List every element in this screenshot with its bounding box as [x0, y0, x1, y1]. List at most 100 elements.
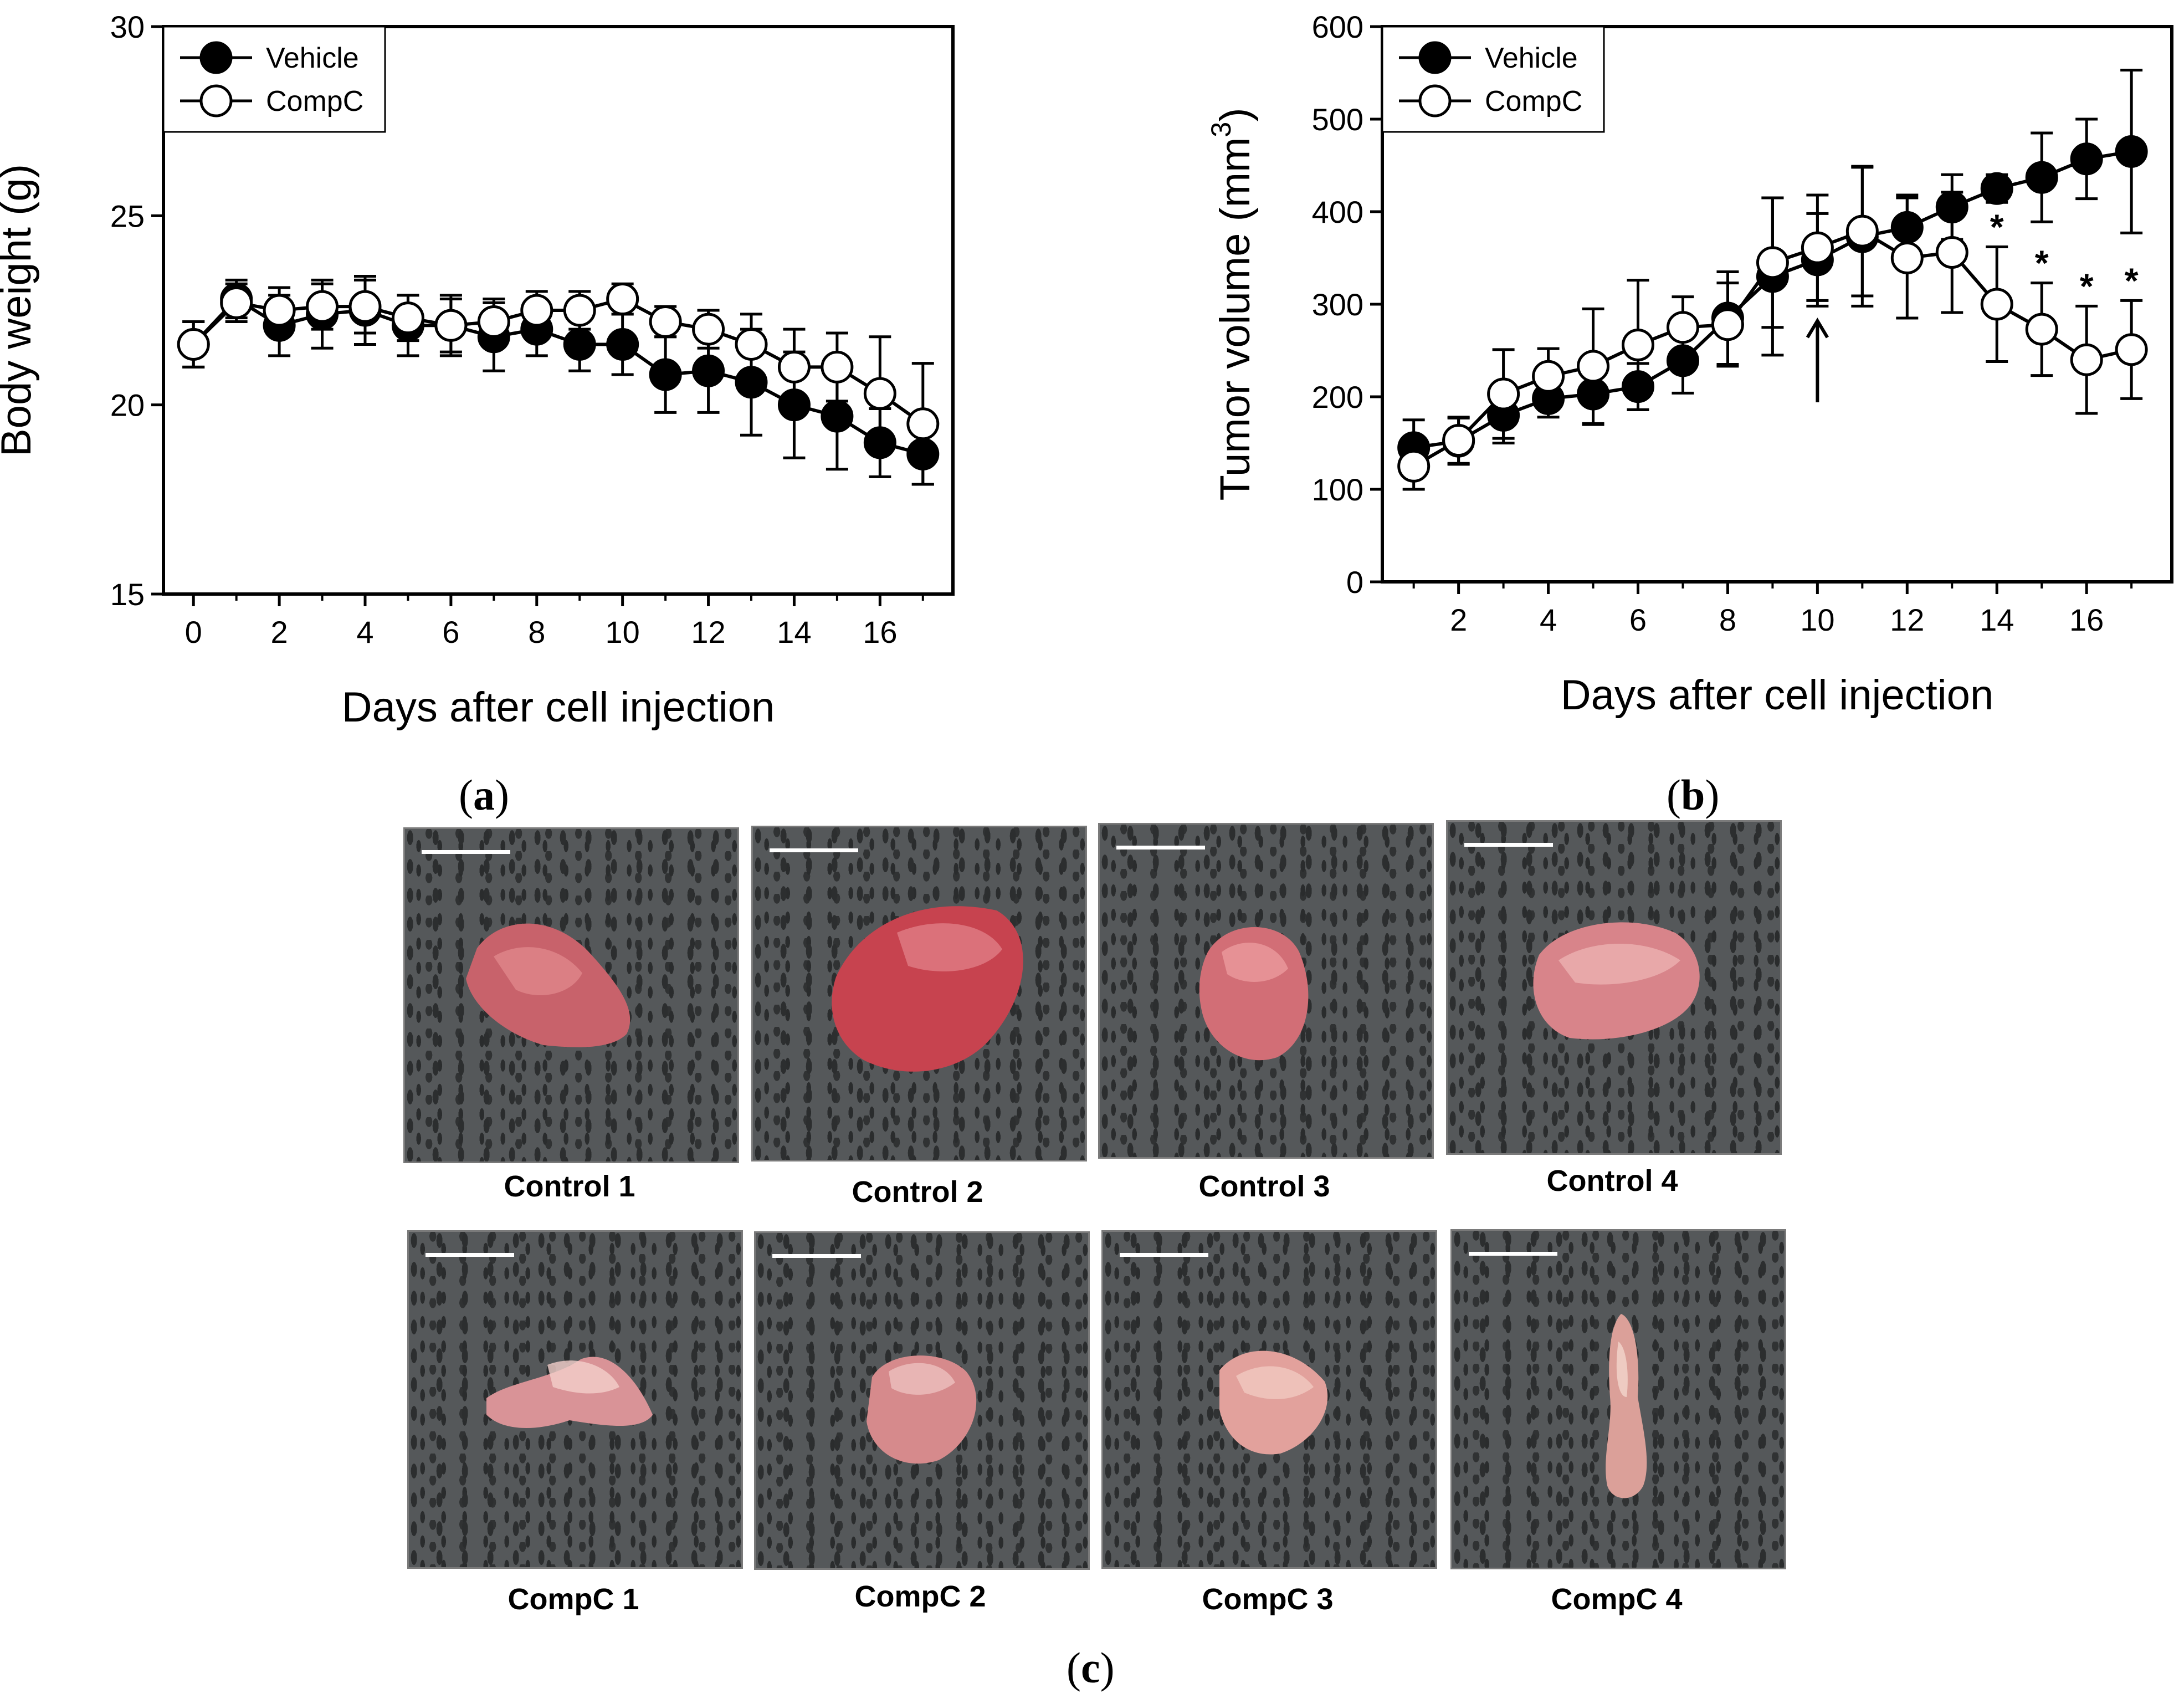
scale-bar: [1120, 1253, 1208, 1257]
data-point: [1622, 328, 1655, 361]
significance-asterisk: *: [2035, 243, 2049, 283]
data-point: [348, 290, 382, 323]
legend-box: [162, 25, 386, 133]
x-tick-label: 10: [606, 615, 640, 649]
tumor-photo-compc-3: [1101, 1230, 1437, 1569]
photo-caption-compc-2: CompC 2: [854, 1580, 986, 1613]
tumor-specimen: [1199, 927, 1309, 1061]
data-point: [391, 301, 424, 335]
data-point: [1845, 214, 1879, 248]
x-tick-label: 8: [528, 615, 545, 649]
data-point: [477, 305, 510, 338]
y-tick-label: 500: [1312, 102, 1363, 137]
data-point: [735, 328, 768, 361]
data-point: [1801, 231, 1834, 264]
data-point: [692, 354, 725, 387]
data-point: [2025, 161, 2058, 194]
photo-caption-compc-4: CompC 4: [1551, 1583, 1683, 1616]
legend-label: Vehicle: [266, 42, 359, 74]
data-point: [1980, 288, 2013, 321]
tumor-specimen: [867, 1355, 977, 1464]
tumor-photo-compc-4: [1450, 1229, 1786, 1569]
x-tick-label: 6: [1629, 602, 1647, 637]
data-point: [1711, 308, 1744, 341]
data-point: [306, 290, 339, 323]
data-point: [821, 400, 854, 433]
tumor-photo-compc-2: [754, 1231, 1090, 1570]
data-point: [606, 283, 639, 316]
data-point: [777, 350, 811, 383]
scale-bar: [422, 850, 510, 854]
legend-marker: [199, 84, 233, 117]
data-point: [563, 328, 596, 361]
tumor-specimen: [1533, 922, 1700, 1040]
significance-asterisk: *: [2125, 260, 2139, 300]
tumor-photo-control-4: [1446, 820, 1782, 1155]
data-point: [649, 358, 682, 391]
x-tick-label: 2: [1450, 602, 1467, 637]
x-tick-label: 4: [1540, 602, 1557, 637]
data-point: [906, 407, 940, 441]
data-point: [1577, 350, 1610, 383]
tumor-specimen: [486, 1357, 653, 1428]
plot-frame: [162, 25, 955, 596]
y-tick-label: 15: [110, 577, 145, 612]
x-tick-label: 14: [1980, 602, 2014, 637]
legend-label: Vehicle: [1485, 42, 1578, 74]
series-line: [192, 296, 924, 456]
data-point: [1935, 236, 1968, 269]
x-tick-label: 6: [442, 615, 459, 649]
tumor-volume-chart: 0 100 200 300 400 500 600 2 4 6 8 10 12 14 16 Days afte…: [1206, 9, 2173, 719]
x-tick-label: 2: [271, 615, 288, 649]
body-weight-chart: 15 20 25 30 0 2 4 6 8 10 12 14 16 Days after cell inj…: [0, 9, 955, 731]
data-point: [2025, 313, 2058, 346]
significance-asterisk: *: [1990, 207, 2004, 247]
x-tick-label: 4: [356, 615, 373, 649]
y-axis-label-superscript: 3: [1206, 122, 1237, 137]
x-tick-label: 14: [777, 615, 811, 649]
legend-box: [1381, 25, 1605, 133]
photo-caption-control-2: Control 2: [852, 1175, 983, 1209]
data-point: [2070, 343, 2103, 376]
tumor-specimen: [1606, 1314, 1647, 1498]
y-axis-label: Body weight (g): [0, 164, 40, 457]
data-point: [263, 294, 296, 327]
scale-bar: [1464, 843, 1553, 847]
data-point: [1756, 246, 1789, 279]
data-point: [520, 294, 553, 327]
y-tick-label: 20: [110, 388, 145, 423]
series-compc: [1397, 165, 2148, 491]
data-point: [434, 309, 468, 342]
scale-bar: [425, 1253, 514, 1257]
x-tick-label: 12: [1890, 602, 1924, 637]
series-compc: [177, 278, 940, 486]
panel-label-a: (a): [459, 771, 509, 819]
x-axis-label: Days after cell injection: [342, 684, 775, 731]
tumor-photo-control-2: [751, 826, 1087, 1161]
panel-label-c: (c): [1067, 1644, 1115, 1692]
data-point: [692, 313, 725, 346]
y-tick-label: 0: [1346, 565, 1363, 600]
photo-caption-control-4: Control 4: [1546, 1164, 1678, 1198]
legend-marker: [1418, 41, 1452, 74]
data-point: [2115, 333, 2148, 366]
data-point: [1666, 311, 1699, 344]
photo-caption-compc-3: CompC 3: [1202, 1583, 1334, 1616]
y-tick-label: 300: [1312, 287, 1363, 322]
y-axis-label: Tumor volume (mm3): [1206, 108, 1259, 500]
data-point: [821, 350, 854, 383]
legend-label: CompC: [1485, 85, 1582, 117]
legend-marker: [1418, 84, 1452, 117]
data-point: [1397, 449, 1431, 483]
x-tick-label: 8: [1719, 602, 1736, 637]
data-point: [649, 305, 682, 338]
x-tick-label: 12: [691, 615, 725, 649]
scale-bar: [1469, 1252, 1557, 1256]
arrow-head: [1806, 318, 1829, 339]
data-point: [2115, 135, 2148, 168]
x-axis-label: Days after cell injection: [1561, 672, 1993, 719]
data-point: [1532, 360, 1565, 393]
legend-marker: [199, 41, 233, 74]
x-tick-label: 0: [185, 615, 202, 649]
scale-bar: [772, 1254, 861, 1258]
